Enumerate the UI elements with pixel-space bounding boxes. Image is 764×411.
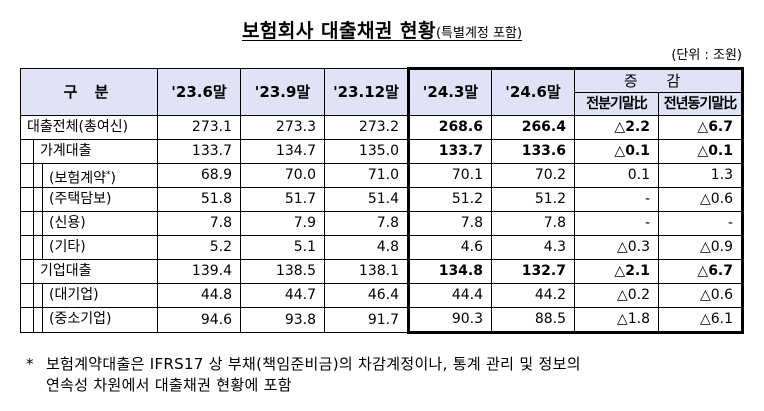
cell: 70.1 [407, 163, 492, 188]
cell: 7.8 [157, 211, 241, 236]
cell: 7.8 [491, 211, 575, 236]
cell: 266.4 [491, 115, 575, 140]
cell: 51.7 [240, 187, 325, 212]
cell: 5.1 [240, 235, 325, 260]
table-row: (주택담보) 51.8 51.7 51.4 51.2 51.2 - △0.6 [20, 187, 744, 212]
cell: △0.6 [658, 283, 744, 308]
cell: 70.0 [240, 163, 325, 188]
cell: 133.7 [407, 139, 492, 164]
cell: 91.7 [324, 307, 409, 333]
cell: 132.7 [491, 259, 575, 284]
cell: 273.3 [240, 115, 325, 140]
document-title: 보험회사 대출채권 현황(특별계정 포함) [0, 16, 764, 43]
title-sub: (특별계정 포함) [435, 26, 523, 41]
cell: 88.5 [491, 307, 575, 334]
cell: 5.2 [157, 235, 241, 260]
cell: 68.9 [157, 163, 241, 188]
cell: - [658, 211, 744, 236]
loan-table: 구 분 '23.6말 '23.9말 '23.12말 '24.3말 '24.6말 … [20, 67, 744, 334]
row-label: 가계대출 [33, 140, 157, 163]
header-period-0: '23.6말 [157, 68, 241, 116]
cell: 51.8 [157, 187, 241, 212]
cell: 4.8 [324, 235, 409, 260]
cell: 70.2 [491, 163, 575, 188]
header-period-1: '23.9말 [240, 68, 325, 116]
header-change-qoq: 전분기말比 [574, 92, 659, 116]
cell: 273.1 [157, 115, 241, 140]
row-label: (주택담보) [42, 188, 157, 211]
header-period-4: '24.6말 [491, 67, 575, 116]
row-label: (대기업) [42, 284, 157, 307]
cell: 138.5 [240, 259, 325, 284]
cell: 51.2 [407, 187, 492, 212]
cell: △2.2 [574, 115, 659, 140]
cell: 138.1 [324, 259, 409, 284]
header-category: 구 분 [20, 68, 158, 116]
cell: 71.0 [324, 163, 409, 188]
footnote-marker: * [26, 355, 34, 373]
header-change-group: 증 감 [574, 67, 744, 93]
cell: 0.1 [574, 163, 659, 188]
title-main: 보험회사 대출채권 현황 [241, 20, 436, 42]
cell: △6.7 [658, 115, 744, 140]
row-label: 기업대출 [33, 260, 157, 283]
row-label: 대출전체(총여신) [27, 119, 129, 135]
cell: 44.8 [157, 283, 241, 308]
cell: - [574, 211, 659, 236]
cell: △2.1 [574, 259, 659, 284]
unit-label: (단위 : 조원) [671, 48, 742, 63]
cell: 4.6 [407, 235, 492, 260]
row-label: (기타) [42, 236, 157, 259]
cell: △0.9 [658, 235, 744, 260]
cell: △0.3 [574, 235, 659, 260]
cell: 135.0 [324, 139, 409, 164]
cell: 46.4 [324, 283, 409, 308]
row-label: (신용) [42, 212, 157, 235]
cell: 93.8 [240, 307, 325, 333]
table-row: (신용) 7.8 7.9 7.8 7.8 7.8 - - [20, 211, 744, 236]
cell: △6.7 [658, 259, 744, 284]
cell: 134.7 [240, 139, 325, 164]
cell: 273.2 [324, 115, 409, 140]
cell: 133.7 [157, 139, 241, 164]
table-row: (중소기업) 94.6 93.8 91.7 90.3 88.5 △1.8 △6.… [20, 307, 744, 334]
cell: 44.2 [491, 283, 575, 308]
table-row: (대기업) 44.8 44.7 46.4 44.4 44.2 △0.2 △0.6 [20, 283, 744, 308]
footnote-line-2: 연속성 차원에서 대출채권 현황에 포함 [46, 376, 292, 394]
cell: △0.6 [658, 187, 744, 212]
footnote: * 보험계약대출은 IFRS17 상 부채(책임준비금)의 차감계정이나, 통계 … [26, 354, 581, 396]
cell: 134.8 [407, 259, 492, 284]
cell: 94.6 [157, 307, 241, 333]
table-row: (보험계약*) 68.9 70.0 71.0 70.1 70.2 0.1 1.3 [20, 163, 744, 188]
cell: 268.6 [407, 115, 492, 140]
cell: △0.1 [658, 139, 744, 164]
cell: 51.2 [491, 187, 575, 212]
cell: 4.3 [491, 235, 575, 260]
header-change-yoy: 전년동기말比 [658, 92, 744, 116]
header-period-2: '23.12말 [324, 68, 409, 116]
table-row: 가계대출 133.7 134.7 135.0 133.7 133.6 △0.1 … [20, 139, 744, 164]
cell: 90.3 [407, 307, 492, 334]
table-row: (기타) 5.2 5.1 4.8 4.6 4.3 △0.3 △0.9 [20, 235, 744, 260]
table-row: 기업대출 139.4 138.5 138.1 134.8 132.7 △2.1 … [20, 259, 744, 284]
cell: △0.2 [574, 283, 659, 308]
cell: 7.8 [407, 211, 492, 236]
cell: 133.6 [491, 139, 575, 164]
cell: 7.8 [324, 211, 409, 236]
cell: 44.4 [407, 283, 492, 308]
cell: 7.9 [240, 211, 325, 236]
header-period-3: '24.3말 [407, 67, 492, 116]
cell: - [574, 187, 659, 212]
row-label: (보험계약*) [42, 164, 157, 187]
cell: 139.4 [157, 259, 241, 284]
row-label: (중소기업) [42, 308, 157, 332]
cell: △1.8 [574, 307, 659, 334]
cell: △6.1 [658, 307, 744, 334]
cell: 44.7 [240, 283, 325, 308]
cell: 1.3 [658, 163, 744, 188]
table-row: 대출전체(총여신) 273.1 273.3 273.2 268.6 266.4 … [20, 115, 744, 140]
footnote-line-1: 보험계약대출은 IFRS17 상 부채(책임준비금)의 차감계정이나, 통계 관… [46, 355, 581, 373]
cell: 51.4 [324, 187, 409, 212]
cell: △0.1 [574, 139, 659, 164]
